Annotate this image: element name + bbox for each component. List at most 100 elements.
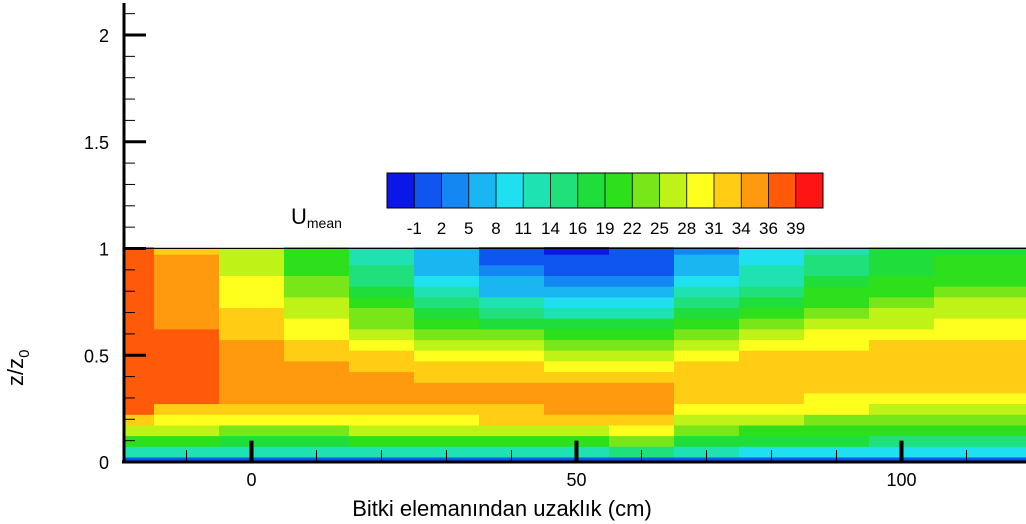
contour-cell	[804, 328, 870, 341]
contour-cell	[739, 349, 805, 362]
contour-cell	[124, 247, 155, 255]
contour-cell	[544, 275, 610, 287]
contour-cell	[154, 328, 220, 341]
contour-cell	[739, 264, 805, 276]
contour-cell	[999, 381, 1026, 394]
contour-cell	[219, 275, 285, 287]
contour-cell	[999, 435, 1026, 447]
x-tick-label: 50	[566, 470, 586, 490]
contour-cell	[739, 285, 805, 298]
y-tick-label: 1	[99, 240, 109, 260]
contour-cell	[479, 328, 545, 341]
contour-cell	[154, 247, 220, 255]
contour-cell	[804, 360, 870, 373]
contour-cell	[124, 328, 155, 341]
legend-label: 39	[786, 219, 805, 238]
legend-label: 8	[491, 219, 500, 238]
contour-cell	[999, 296, 1026, 308]
legend-swatch	[496, 173, 524, 208]
contour-cell	[284, 296, 350, 308]
y-tick-label: 1.5	[84, 133, 109, 153]
contour-cell	[349, 296, 415, 308]
legend-swatch	[387, 173, 415, 208]
contour-cell	[934, 296, 1000, 308]
contour-cell	[124, 339, 155, 351]
contour-cell	[999, 349, 1026, 362]
contour-cell	[869, 381, 935, 394]
contour-cell	[154, 349, 220, 362]
contour-cell	[869, 360, 935, 373]
axes: 0 0.5 1 1.5 2 0 50 100 z/z0	[3, 2, 1026, 490]
legend-swatch	[441, 173, 470, 208]
contour-cell	[999, 317, 1026, 330]
contour-cell	[804, 381, 870, 394]
contour-cell	[999, 339, 1026, 351]
contour-cell	[124, 456, 155, 463]
contour-cell	[544, 328, 610, 341]
contour-cell	[414, 307, 480, 319]
contour-cell	[869, 414, 935, 426]
contour-cell	[674, 371, 740, 383]
legend-swatch	[632, 173, 660, 208]
contour-cell	[219, 392, 285, 405]
legend-label: 22	[623, 219, 642, 238]
contour-cell	[284, 285, 350, 298]
contour-cell	[804, 371, 870, 383]
contour-cell	[219, 414, 285, 426]
contour-cell	[284, 381, 350, 394]
contour-cell	[544, 381, 610, 394]
contour-cell	[479, 424, 545, 437]
contour-cell	[804, 275, 870, 287]
contour-cell	[739, 317, 805, 330]
contour-cell	[934, 339, 1000, 351]
contour-cell	[674, 253, 740, 266]
contour-cell	[284, 349, 350, 362]
contour-cell	[479, 435, 545, 447]
contour-cell	[479, 392, 545, 405]
contour-cell	[739, 339, 805, 351]
contour-cell	[674, 349, 740, 362]
contour-cell	[674, 275, 740, 287]
contour-cell	[154, 285, 220, 298]
contour-cell	[999, 285, 1026, 298]
contour-cell	[869, 275, 935, 287]
contour-cell	[674, 414, 740, 426]
contour-cell	[479, 339, 545, 351]
contour-cell	[154, 403, 220, 415]
contour-cell	[674, 339, 740, 351]
contour-cell	[739, 275, 805, 287]
contour-cell	[124, 307, 155, 319]
contour-cell	[934, 392, 1000, 405]
contour-cell	[414, 296, 480, 308]
contour-cell	[609, 275, 675, 287]
contour-cell	[284, 264, 350, 276]
contour-cell	[739, 435, 805, 447]
contour-cell	[934, 247, 1000, 255]
contour-cell	[414, 403, 480, 415]
contour-cell	[674, 247, 740, 255]
legend-swatch	[577, 173, 606, 208]
contour-cell	[284, 392, 350, 405]
contour-cell	[124, 296, 155, 308]
contour-cell	[124, 381, 155, 394]
contour-cell	[414, 435, 480, 447]
contour-cell	[479, 414, 545, 426]
contour-cell	[414, 414, 480, 426]
contour-cell	[154, 435, 220, 447]
contour-cell	[609, 371, 675, 383]
contour-cell	[739, 414, 805, 426]
contour-cell	[934, 317, 1000, 330]
contour-cell	[544, 285, 610, 298]
contour-cell	[869, 328, 935, 341]
legend-swatch	[550, 173, 579, 208]
contour-cell	[124, 424, 155, 437]
contour-cell	[349, 371, 415, 383]
contour-cell	[219, 349, 285, 362]
contour-cell	[124, 414, 155, 426]
contour-cell	[869, 307, 935, 319]
contour-cell	[544, 264, 610, 276]
contour-cell	[804, 339, 870, 351]
contour-cell	[674, 435, 740, 447]
contour-cell	[869, 424, 935, 437]
